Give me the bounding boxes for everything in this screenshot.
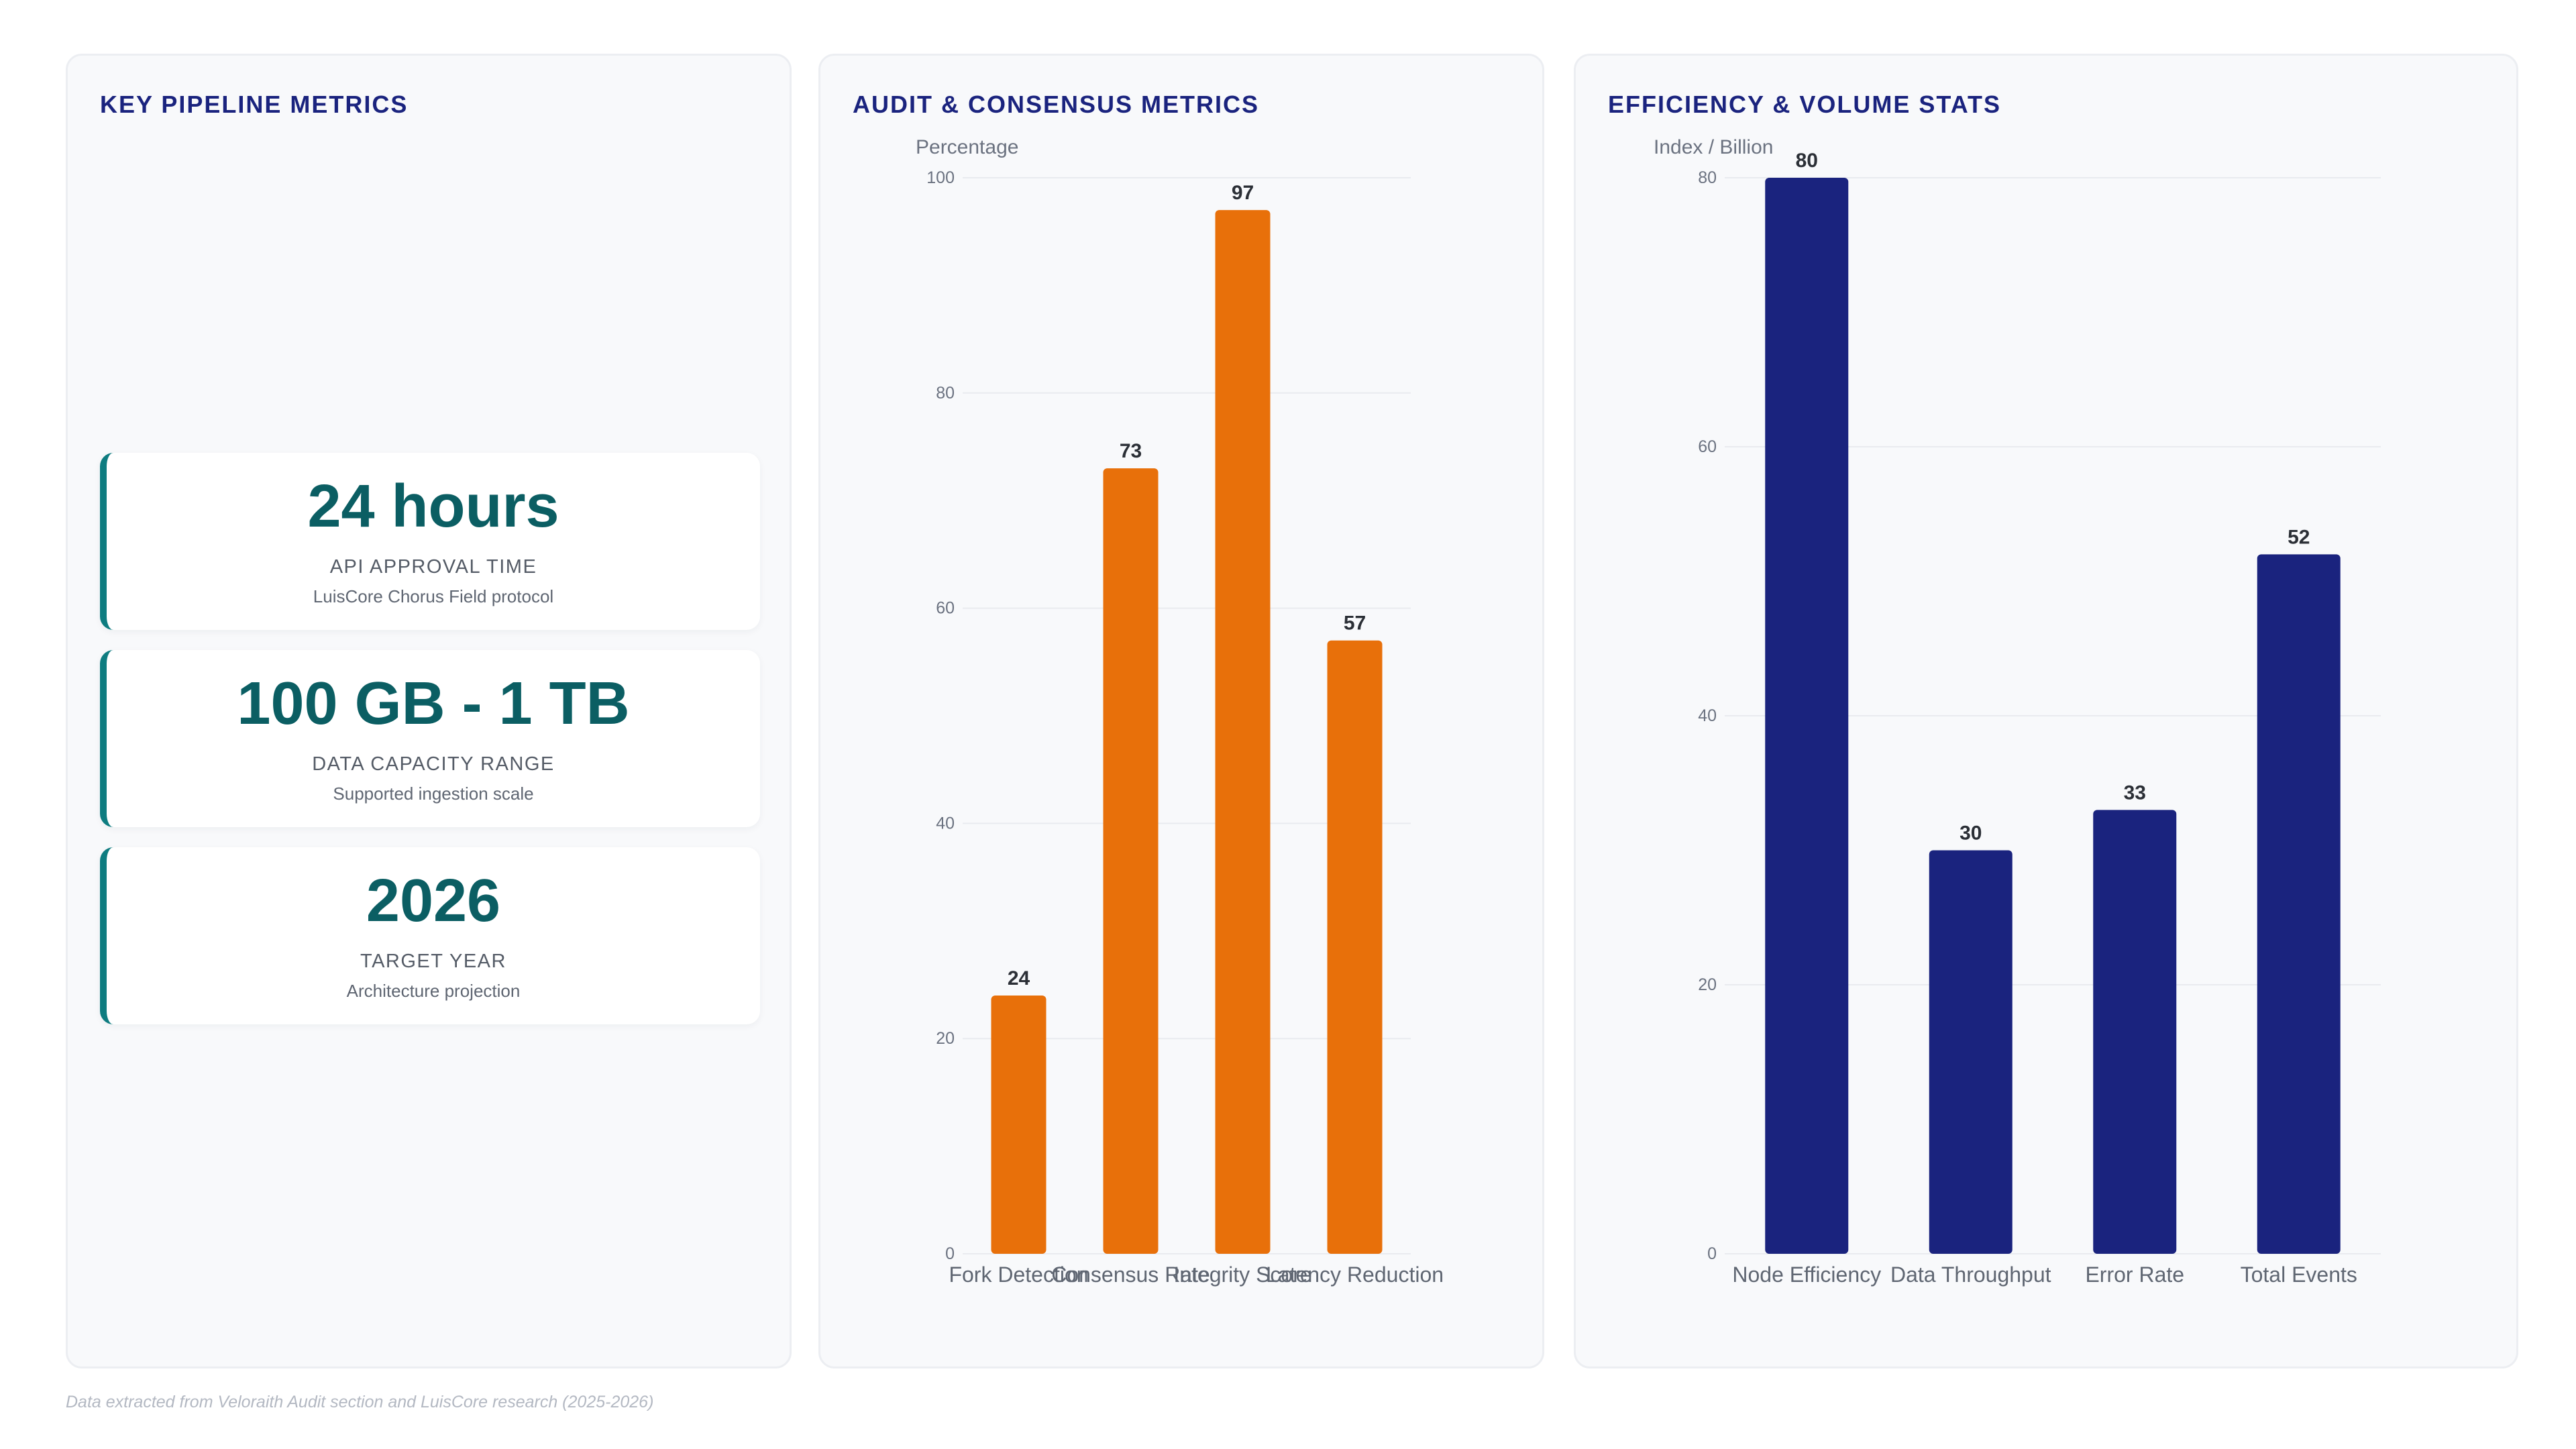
kpi-label: API APPROVAL TIME [329, 556, 537, 578]
y-axis-label: Index / Billion [1654, 136, 1773, 158]
bar [1103, 468, 1159, 1254]
data-label: 80 [1796, 150, 1818, 172]
audit-consensus-panel: AUDIT & CONSENSUS METRICS 0 20 40 60 80 100 Pe… [818, 54, 1544, 1368]
panel-title: EFFICIENCY & VOLUME STATS [1608, 91, 2002, 118]
x-tick-label: Total Events [2241, 1263, 2357, 1287]
kpi-card-data-capacity: 100 GB - 1 TB DATA CAPACITY RANGE Suppor… [100, 650, 760, 827]
y-axis-label: Percentage [916, 136, 1018, 158]
kpi-label: TARGET YEAR [360, 951, 506, 972]
kpi-subtitle: Supported ingestion scale [333, 784, 534, 804]
bar [1929, 850, 2012, 1254]
y-tick-label: 80 [1698, 168, 1717, 187]
bar [2093, 810, 2177, 1254]
bar [1215, 210, 1271, 1254]
x-tick-label: Node Efficiency [1732, 1263, 1881, 1287]
data-label: 30 [1960, 822, 1982, 845]
y-tick-label: 0 [945, 1244, 955, 1263]
key-pipeline-metrics-panel: KEY PIPELINE METRICS 24 hours API APPROV… [66, 54, 792, 1368]
kpi-subtitle: Architecture projection [346, 981, 521, 1001]
y-tick-label: 20 [936, 1029, 955, 1048]
kpi-card-api-approval: 24 hours API APPROVAL TIME LuisCore Chor… [100, 453, 760, 630]
kpi-label: DATA CAPACITY RANGE [312, 753, 555, 775]
kpi-card-target-year: 2026 TARGET YEAR Architecture projection [100, 847, 760, 1024]
panel-title: KEY PIPELINE METRICS [100, 91, 409, 118]
kpi-value: 24 hours [307, 473, 559, 540]
data-label: 97 [1232, 182, 1254, 204]
data-label: 57 [1344, 612, 1366, 635]
audit-consensus-bar-chart: 0 20 40 60 80 100 Percentage 24 Fork Detection 73… [916, 136, 1444, 1287]
footer-source-note: Data extracted from Veloraith Audit sect… [66, 1393, 654, 1411]
x-tick-label: Error Rate [2085, 1263, 2184, 1287]
kpi-value: 2026 [366, 867, 501, 934]
efficiency-volume-bar-chart: 0 20 40 60 80 Index / Billion 80 Node Efficienc… [1654, 136, 2381, 1287]
kpi-subtitle: LuisCore Chorus Field protocol [313, 586, 554, 606]
kpi-value: 100 GB - 1 TB [237, 670, 630, 737]
x-tick-label: Consensus Rate [1051, 1263, 1210, 1287]
bar [1765, 178, 1849, 1254]
y-tick-label: 100 [926, 168, 955, 187]
x-tick-label: Latency Reduction [1266, 1263, 1444, 1287]
y-tick-label: 40 [1698, 706, 1717, 725]
data-label: 52 [2288, 526, 2310, 548]
bar [1327, 640, 1383, 1254]
y-tick-label: 40 [936, 814, 955, 833]
panel-title: AUDIT & CONSENSUS METRICS [853, 91, 1260, 118]
y-tick-label: 60 [1698, 437, 1717, 456]
bar [991, 996, 1046, 1254]
data-label: 73 [1120, 440, 1142, 462]
y-tick-label: 0 [1707, 1244, 1717, 1263]
y-tick-label: 80 [936, 384, 955, 402]
x-tick-label: Integrity Score [1173, 1263, 1311, 1287]
y-tick-label: 60 [936, 599, 955, 618]
y-tick-label: 20 [1698, 975, 1717, 994]
x-tick-label: Data Throughput [1890, 1263, 2051, 1287]
data-label: 24 [1008, 967, 1030, 989]
data-label: 33 [2124, 782, 2146, 804]
x-tick-label: Fork Detection [949, 1263, 1088, 1287]
efficiency-volume-panel: EFFICIENCY & VOLUME STATS 0 20 40 60 80 Index… [1574, 54, 2518, 1368]
bar [2257, 554, 2341, 1254]
